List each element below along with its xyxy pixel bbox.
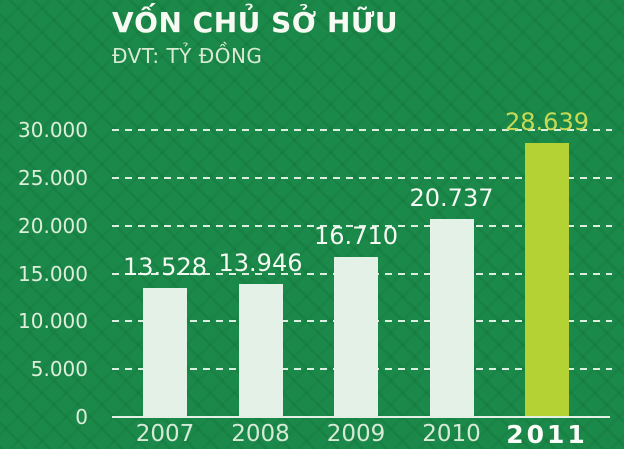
bar-2009 [334,257,378,416]
x-label-2010: 2010 [422,421,481,447]
chart-title: VỐN CHỦ SỞ HỮU [112,6,399,39]
value-label-2011: 28.639 [505,108,589,137]
x-label-2011: 2011 [506,420,588,449]
chart-unit-label: ĐVT: TỶ ĐỒNG [112,44,263,68]
gridline-30.000 [112,129,612,131]
gridline-20.000 [112,224,612,227]
bar-2010 [429,218,474,416]
x-label-2008: 2008 [231,421,290,447]
y-tick-label: 30.000 [18,118,88,142]
bar-2011 [525,143,569,416]
y-tick-label: 5.000 [30,357,88,382]
value-label-2008: 13.946 [218,248,303,277]
y-tick-label: 0 [75,405,88,429]
value-label-2010: 20.737 [409,183,494,212]
gridline-25.000 [112,176,612,179]
title-block: VỐN CHỦ SỞ HỮU ĐVT: TỶ ĐỒNG [112,6,398,69]
bar-2007 [143,287,187,416]
x-label-2009: 2009 [326,421,386,447]
y-tick-label: 15.000 [18,261,88,286]
value-label-2009: 16.710 [314,222,398,251]
value-label-2007: 13.528 [123,252,207,281]
y-tick-label: 25.000 [18,165,88,190]
y-tick-label: 20.000 [18,213,88,238]
bar-2008 [238,283,283,416]
y-tick-label: 10.000 [18,309,88,334]
x-label-2007: 2007 [135,421,195,447]
x-axis-line [112,416,610,418]
